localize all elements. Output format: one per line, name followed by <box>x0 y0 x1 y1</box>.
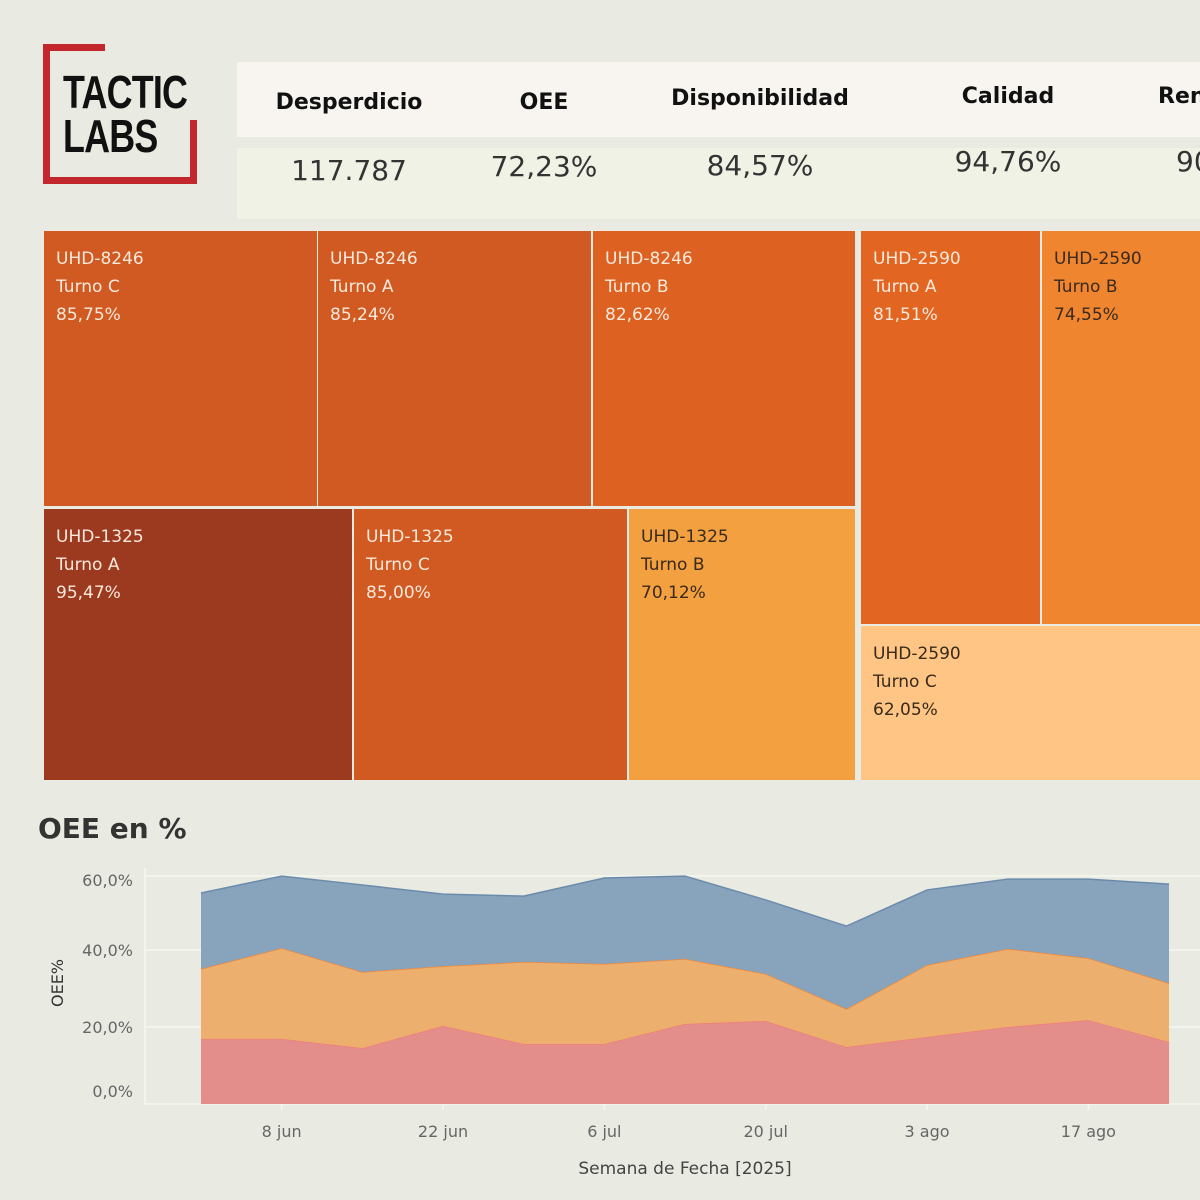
cell-value: 95,47% <box>56 583 121 603</box>
treemap-cell[interactable]: UHD-1325 Turno A 95,47% <box>44 509 352 780</box>
x-tick-label: 20 jul <box>743 1122 787 1141</box>
x-tick-label: 17 ago <box>1061 1122 1116 1141</box>
logo-text-line2: LABS <box>63 110 158 162</box>
cell-machine: UHD-2590 <box>873 644 961 664</box>
chart-title: OEE en % <box>38 812 187 845</box>
area-series-0 <box>201 1020 1170 1104</box>
cell-value: 82,62% <box>605 305 670 325</box>
kpi-header-rendimiento: Ren <box>1158 84 1200 109</box>
cell-shift: Turno C <box>56 277 120 297</box>
y-tick-label: 60,0% <box>82 871 133 890</box>
kpi-value-row: 117.787 72,23% 84,57% 94,76% 90 <box>237 148 1200 219</box>
cell-shift: Turno A <box>330 277 394 297</box>
treemap-cell[interactable]: UHD-8246 Turno B 82,62% <box>593 231 855 506</box>
kpi-header-row: Desperdicio OEE Disponibilidad Calidad R… <box>237 62 1200 137</box>
cell-value: 62,05% <box>873 700 938 720</box>
area-series-line-2 <box>200 875 1170 927</box>
x-tick-label: 6 jul <box>587 1122 621 1141</box>
treemap-cell[interactable]: UHD-8246 Turno C 85,75% <box>44 231 317 506</box>
x-tick-label: 8 jun <box>262 1122 302 1141</box>
tactic-labs-logo: TACTIC LABS <box>43 44 197 184</box>
cell-value: 85,75% <box>56 305 121 325</box>
treemap-cell[interactable]: UHD-2590 Turno A 81,51% <box>861 231 1040 624</box>
y-tick-label: 0,0% <box>92 1082 133 1101</box>
cell-machine: UHD-8246 <box>56 249 144 269</box>
x-axis-title: Semana de Fecha [2025] <box>578 1159 791 1179</box>
cell-shift: Turno A <box>56 555 120 575</box>
kpi-value-oee: 72,23% <box>490 150 598 183</box>
cell-shift: Turno C <box>873 672 937 692</box>
treemap-cell[interactable]: UHD-8246 Turno A 85,24% <box>318 231 591 506</box>
cell-machine: UHD-8246 <box>330 249 418 269</box>
cell-shift: Turno B <box>641 555 705 575</box>
cell-machine: UHD-1325 <box>366 527 454 547</box>
cell-shift: Turno C <box>366 555 430 575</box>
cell-shift: Turno B <box>605 277 669 297</box>
kpi-header-oee: OEE <box>519 90 569 115</box>
cell-machine: UHD-2590 <box>873 249 961 269</box>
kpi-value-desperdicio: 117.787 <box>291 154 407 187</box>
cell-value: 85,00% <box>366 583 431 603</box>
cell-value: 74,55% <box>1054 305 1119 325</box>
kpi-value-rendimiento: 90 <box>1176 148 1200 178</box>
logo-frame <box>43 177 197 184</box>
cell-shift: Turno B <box>1054 277 1118 297</box>
x-tick-label: 22 jun <box>418 1122 468 1141</box>
cell-machine: UHD-2590 <box>1054 249 1142 269</box>
cell-shift: Turno A <box>873 277 937 297</box>
treemap-cell[interactable]: UHD-1325 Turno B 70,12% <box>629 509 855 780</box>
cell-machine: UHD-1325 <box>641 527 729 547</box>
y-tick-label: 40,0% <box>82 941 133 960</box>
treemap-cell[interactable]: UHD-2590 Turno C 62,05% <box>861 626 1200 780</box>
cell-machine: UHD-8246 <box>605 249 693 269</box>
logo-frame <box>43 44 105 51</box>
cell-value: 81,51% <box>873 305 938 325</box>
kpi-header-calidad: Calidad <box>961 84 1055 109</box>
logo-frame <box>190 120 197 184</box>
area-series-2 <box>201 876 1170 1009</box>
kpi-header-disponibilidad: Disponibilidad <box>671 86 849 111</box>
treemap-cell[interactable]: UHD-2590 Turno B 74,55% <box>1042 231 1200 624</box>
logo-text-line1: TACTIC <box>63 66 188 118</box>
cell-machine: UHD-1325 <box>56 527 144 547</box>
treemap-cell[interactable]: UHD-1325 Turno C 85,00% <box>354 509 627 780</box>
cell-value: 70,12% <box>641 583 706 603</box>
x-tick-label: 3 ago <box>905 1122 950 1141</box>
y-tick-label: 20,0% <box>82 1018 133 1037</box>
kpi-value-calidad: 94,76% <box>954 148 1062 178</box>
logo-frame <box>43 44 50 184</box>
kpi-header-desperdicio: Desperdicio <box>275 90 423 115</box>
kpi-value-disponibilidad: 84,57% <box>706 149 814 182</box>
y-axis-title: OEE% <box>48 959 67 1007</box>
area-series-1 <box>201 948 1170 1049</box>
cell-value: 85,24% <box>330 305 395 325</box>
